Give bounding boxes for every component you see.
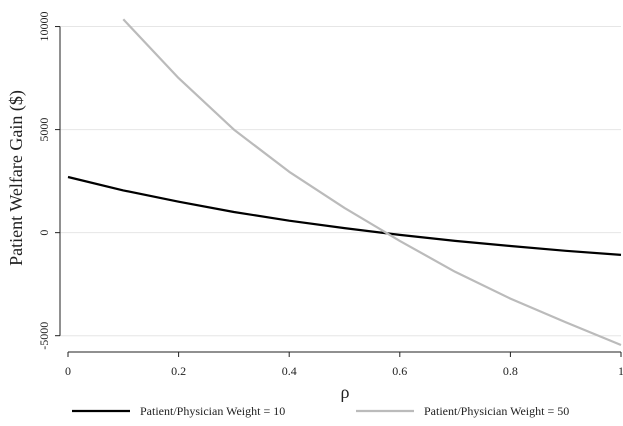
x-tick-label-0: 0 — [65, 364, 71, 378]
x-tick-label-2: 0.4 — [282, 364, 297, 378]
x-tick-label-1: 0.2 — [171, 364, 186, 378]
legend-label-series-2: Patient/Physician Weight = 50 — [424, 404, 569, 418]
x-axis-title: ρ — [341, 382, 350, 402]
x-tick-label-5: 1 — [618, 364, 623, 378]
series-line-1 — [67, 175, 622, 256]
y-tick-label-3: 10000 — [37, 12, 51, 42]
x-tick-label-4: 0.8 — [503, 364, 518, 378]
x-tick-label-3: 0.6 — [392, 364, 407, 378]
y-tick-label-1: 0 — [37, 230, 51, 236]
legend-label-series-1: Patient/Physician Weight = 10 — [140, 404, 285, 418]
gridlines — [60, 26, 621, 337]
legend: Patient/Physician Weight = 10 Patient/Ph… — [72, 404, 569, 418]
series-line-2 — [122, 18, 622, 347]
y-tick-label-0: -5000 — [37, 322, 51, 350]
axes: -5000 0 5000 10000 0 0.2 0.4 0.6 0.8 1 — [37, 12, 623, 378]
y-tick-label-2: 5000 — [37, 118, 51, 142]
series-lines — [67, 18, 622, 347]
y-axis-title: Patient Welfare Gain ($) — [6, 90, 27, 266]
